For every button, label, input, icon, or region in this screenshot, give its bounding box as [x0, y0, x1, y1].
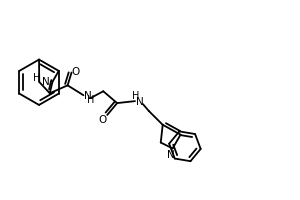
Text: O: O	[71, 67, 80, 77]
Text: N: N	[136, 97, 144, 107]
Text: N: N	[84, 91, 92, 101]
Text: N: N	[42, 77, 50, 87]
Text: H: H	[87, 95, 94, 105]
Text: N: N	[167, 150, 175, 160]
Text: H: H	[33, 73, 40, 83]
Text: O: O	[98, 115, 106, 125]
Text: H: H	[132, 91, 140, 101]
